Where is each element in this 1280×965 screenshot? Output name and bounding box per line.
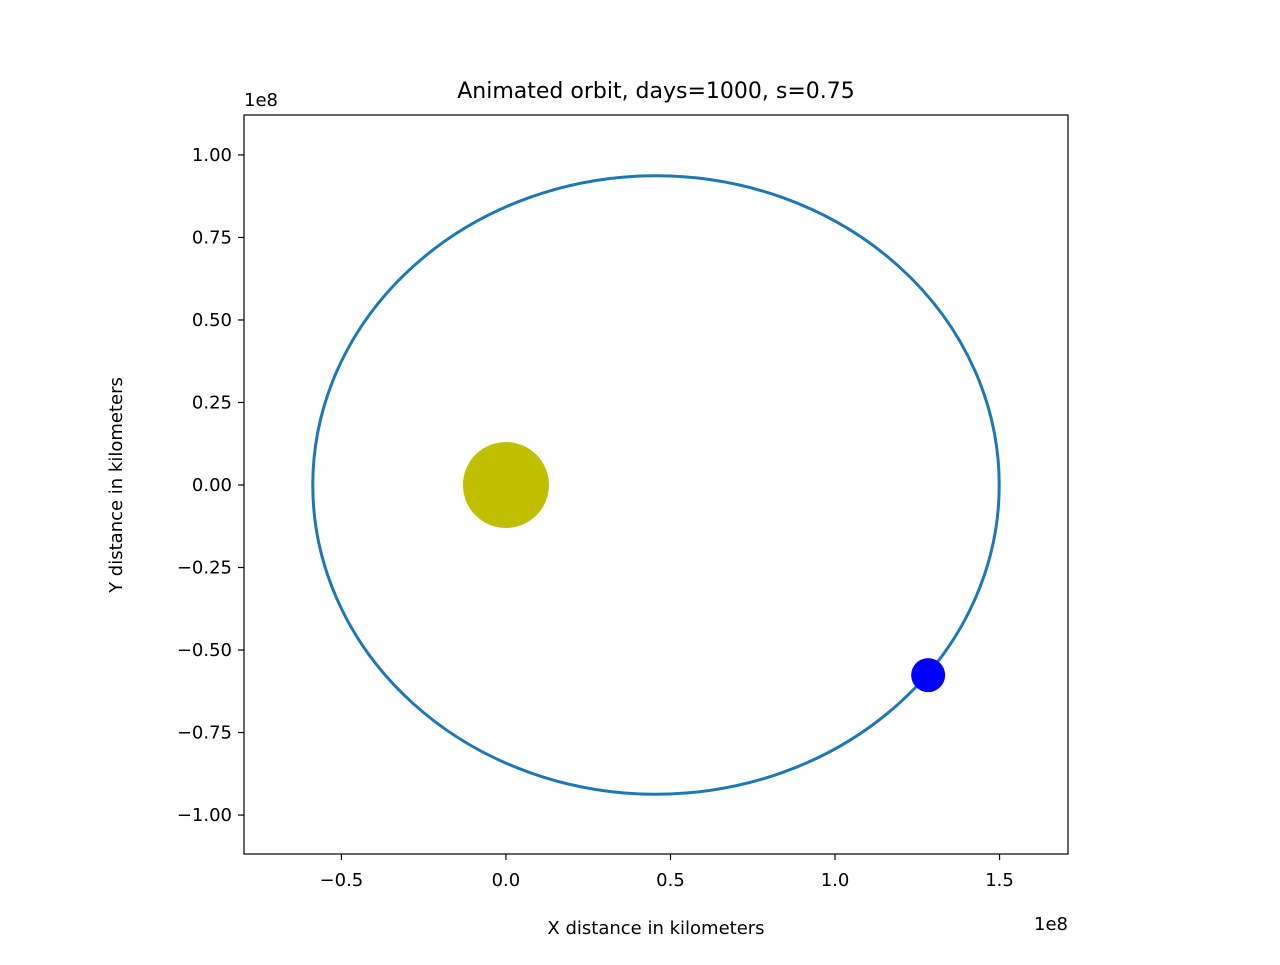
x-offset-text: 1e8 [1034, 914, 1068, 935]
sun-marker [462, 441, 549, 528]
y-tick-label: 0.50 [192, 310, 232, 331]
y-tick-label: −0.25 [177, 558, 232, 579]
plot-area [311, 174, 1001, 796]
chart-title: Animated orbit, days=1000, s=0.75 [457, 79, 855, 104]
y-offset-text: 1e8 [244, 90, 278, 111]
x-tick-label: 0.0 [492, 870, 521, 891]
x-tick-label: 0.5 [656, 870, 685, 891]
planet-marker [911, 658, 946, 693]
y-tick-label: −0.50 [177, 640, 232, 661]
y-axis: 1.00 0.75 0.50 0.25 0.00 −0.25 −0.50 −0.75 −1.00 [177, 145, 244, 826]
x-tick-label: 1.5 [985, 870, 1014, 891]
y-tick-label: 1.00 [192, 145, 232, 166]
y-tick-label: 0.25 [192, 392, 232, 413]
y-tick-label: −0.75 [177, 723, 232, 744]
y-tick-label: 0.75 [192, 227, 232, 248]
x-tick-label: −0.5 [320, 870, 364, 891]
x-tick-label: 1.0 [821, 870, 850, 891]
y-tick-label: −1.00 [177, 805, 232, 826]
y-axis-label: Y distance in kilometers [106, 377, 127, 594]
x-axis-label: X distance in kilometers [547, 918, 764, 939]
orbit-path [311, 174, 1001, 796]
y-tick-label: 0.00 [192, 475, 232, 496]
x-axis: −0.5 0.0 0.5 1.0 1.5 [320, 854, 1014, 891]
